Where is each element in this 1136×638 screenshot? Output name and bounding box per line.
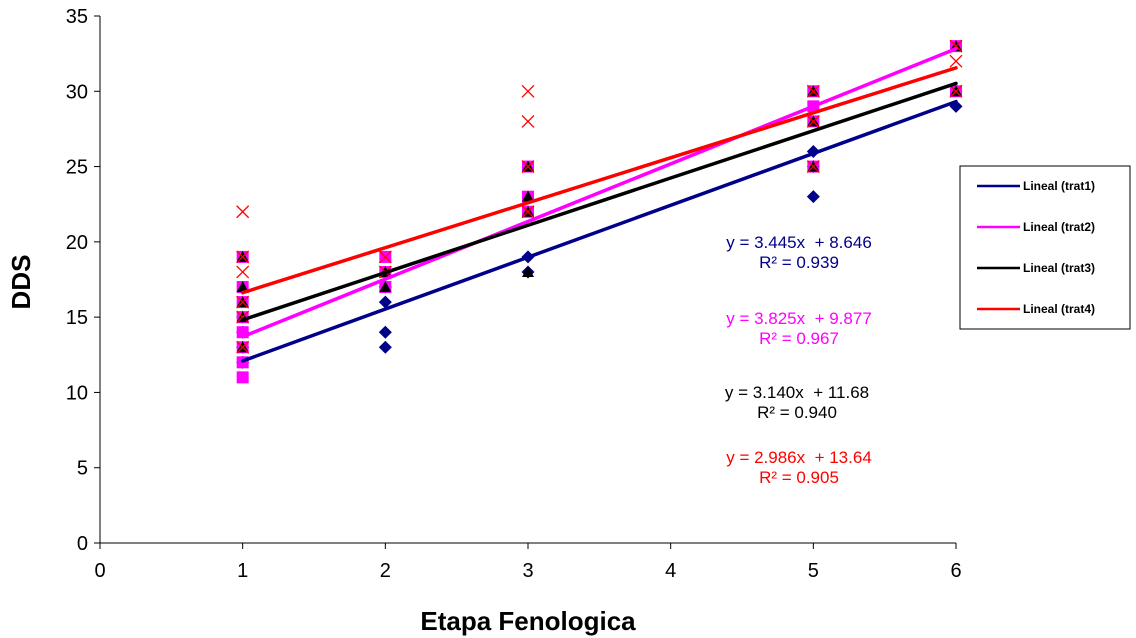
trat2-r2: R² = 0.967 [759,329,839,348]
x-tick-label: 2 [380,560,391,582]
trat4-point [806,84,820,98]
trat4-legend-label: Lineal (trat4) [1023,302,1095,316]
trat4-point [521,84,535,98]
trat3-point [522,265,534,277]
trat3-point [522,190,534,202]
trat3-trendline [240,81,958,322]
trat1-point [378,295,392,309]
y-tick-label: 5 [77,458,88,480]
y-tick-label: 25 [66,157,88,179]
trat3-point [236,281,249,293]
trat4-point [806,114,820,128]
trat4-point [236,265,250,279]
trat3-legend-label: Lineal (trat3) [1023,261,1095,275]
trat4-point [521,114,535,128]
y-tick-label: 30 [66,81,88,103]
trat4-point [521,160,535,174]
trat3-equation: y = 3.140x + 11.68 [725,383,869,402]
trat4-point [236,340,250,354]
trat4-trendline [240,66,958,295]
trat3-r2: R² = 0.940 [757,403,837,422]
x-tick-label: 0 [94,560,105,582]
trat4-point [236,310,250,324]
x-tick-label: 3 [522,560,533,582]
y-tick-label: 20 [66,232,88,254]
y-axis-title: DDS [6,255,36,310]
trat1-point [378,340,392,354]
trat4-r2: R² = 0.905 [759,468,839,487]
y-tick-label: 0 [77,533,88,555]
trat1-equation: y = 3.445x + 8.646 [726,233,872,252]
trat1-legend-label: Lineal (trat1) [1023,179,1095,193]
trat4-point [521,205,535,219]
trat4-point [236,295,250,309]
y-tick-label: 15 [66,307,88,329]
trat3-point [379,281,392,293]
trat2-trendline [240,46,958,339]
trat4-point [236,205,250,219]
trat1-r2: R² = 0.939 [759,253,839,272]
x-axis-title: Etapa Fenologica [420,606,636,636]
trat2-point [236,371,249,384]
x-tick-label: 4 [665,560,676,582]
trat4-point [806,160,820,174]
trat1-trendline [240,99,958,363]
legend-box [959,165,1131,330]
y-tick-label: 35 [66,6,88,28]
trat2-equation: y = 3.825x + 9.877 [726,309,872,328]
y-tick-label: 10 [66,382,88,404]
x-tick-label: 5 [808,560,819,582]
trat1-point [378,325,392,339]
trat4-equation: y = 2.986x + 13.64 [726,448,872,467]
trendlines [240,46,958,363]
legend: Lineal (trat1) Lineal (trat2) Lineal (trat… [959,165,1131,330]
axes: 0 5 10 15 20 25 30 35 0 1 2 3 4 5 6 [66,6,962,582]
trat4-point [236,250,250,264]
x-tick-label: 6 [950,560,961,582]
trat4-point [378,250,392,264]
trat1-point [806,190,820,204]
trat4-point [949,84,963,98]
data-markers [236,39,963,384]
trat4-point [949,54,963,68]
trat2-legend-label: Lineal (trat2) [1023,220,1095,234]
x-tick-label: 1 [237,560,248,582]
